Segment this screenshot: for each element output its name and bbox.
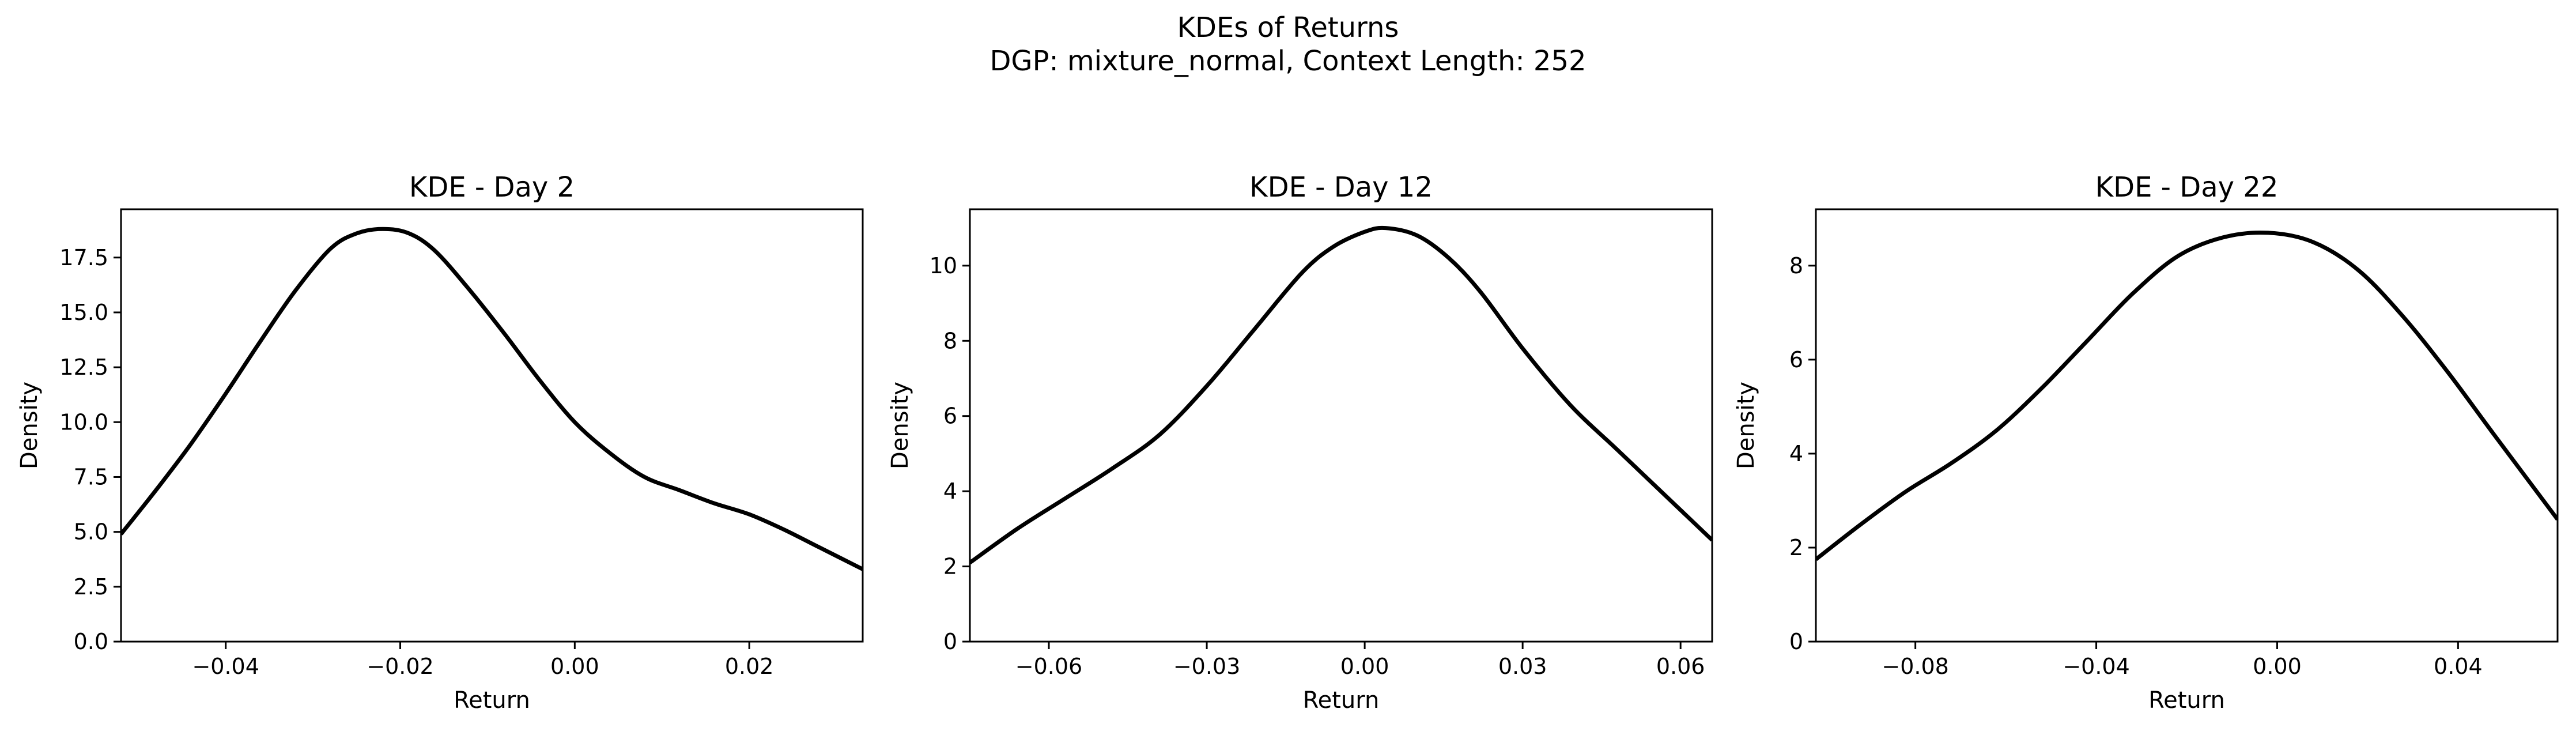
x-tick-label: −0.03 [1173,654,1240,679]
axes-frame-3 [1815,208,2559,643]
x-axis-label: Return [1303,687,1380,714]
y-tick-label: 10.0 [59,409,108,435]
y-tick-label: 6 [1789,347,1803,372]
kde-line-3 [1816,230,2558,561]
y-tick-label: 4 [1789,441,1803,466]
y-tick-label: 7.5 [74,464,108,489]
x-tick-label: 0.06 [1656,654,1705,679]
subplot-grid: −0.04 −0.02 0.00 0.02 0.0 2.5 5.0 7.5 10.0 12.5 15… [16,171,2559,714]
kde-line-2 [970,225,1712,564]
x-axis-label: Return [454,687,530,714]
y-tick-label: 4 [943,478,957,504]
x-tick-label: 0.04 [2434,654,2483,679]
y-tick-label: 15.0 [59,300,108,325]
x-tick-label: −0.02 [367,654,433,679]
subplot-title: KDE - Day 22 [2095,171,2279,203]
figure-subtitle: DGP: mixture_normal, Context Length: 252 [989,45,1586,77]
x-tick-label: 0.00 [2253,654,2302,679]
y-tick-label: 12.5 [59,355,108,380]
subplot-3: −0.08 −0.04 0.00 0.04 0 2 4 6 8 KDE - Day 22 Retur… [1733,171,2559,714]
subplot-1: −0.04 −0.02 0.00 0.02 0.0 2.5 5.0 7.5 10.0 12.5 15… [16,171,864,714]
x-tick-label: −0.06 [1015,654,1082,679]
kde-line-1 [121,227,863,571]
subplot-title: KDE - Day 2 [409,171,575,203]
x-tick-label: 0.02 [725,654,774,679]
y-tick-label: 0.0 [74,629,108,654]
x-tick-label: 0.00 [550,654,599,679]
x-tick-label: 0.00 [1340,654,1389,679]
y-axis-label: Density [16,382,43,469]
y-axis-label: Density [887,382,913,469]
y-tick-label: 2 [1789,535,1803,560]
figure-title: KDEs of Returns [1177,12,1399,44]
x-tick-label: 0.03 [1498,654,1547,679]
y-tick-label: 8 [943,328,957,353]
y-tick-label: 8 [1789,253,1803,278]
x-tick-label: −0.04 [192,654,259,679]
x-tick-label: −0.08 [1882,654,1948,679]
y-tick-label: 10 [930,253,957,278]
axes-frame-2 [969,208,1713,643]
axes-frame-1 [120,208,864,643]
y-tick-label: 2 [943,554,957,579]
y-tick-label: 0 [1789,629,1803,654]
y-tick-label: 17.5 [59,245,108,270]
subplot-title: KDE - Day 12 [1249,171,1433,203]
y-tick-label: 0 [943,629,957,654]
y-tick-label: 5.0 [74,519,108,545]
x-axis-label: Return [2148,687,2225,714]
x-tick-label: −0.04 [2063,654,2129,679]
subplot-2: −0.06 −0.03 0.00 0.03 0.06 0 2 4 6 8 10 KDE - Day 1… [887,171,1713,714]
y-tick-label: 6 [943,404,957,429]
y-tick-label: 2.5 [74,574,108,600]
y-axis-label: Density [1733,382,1759,469]
